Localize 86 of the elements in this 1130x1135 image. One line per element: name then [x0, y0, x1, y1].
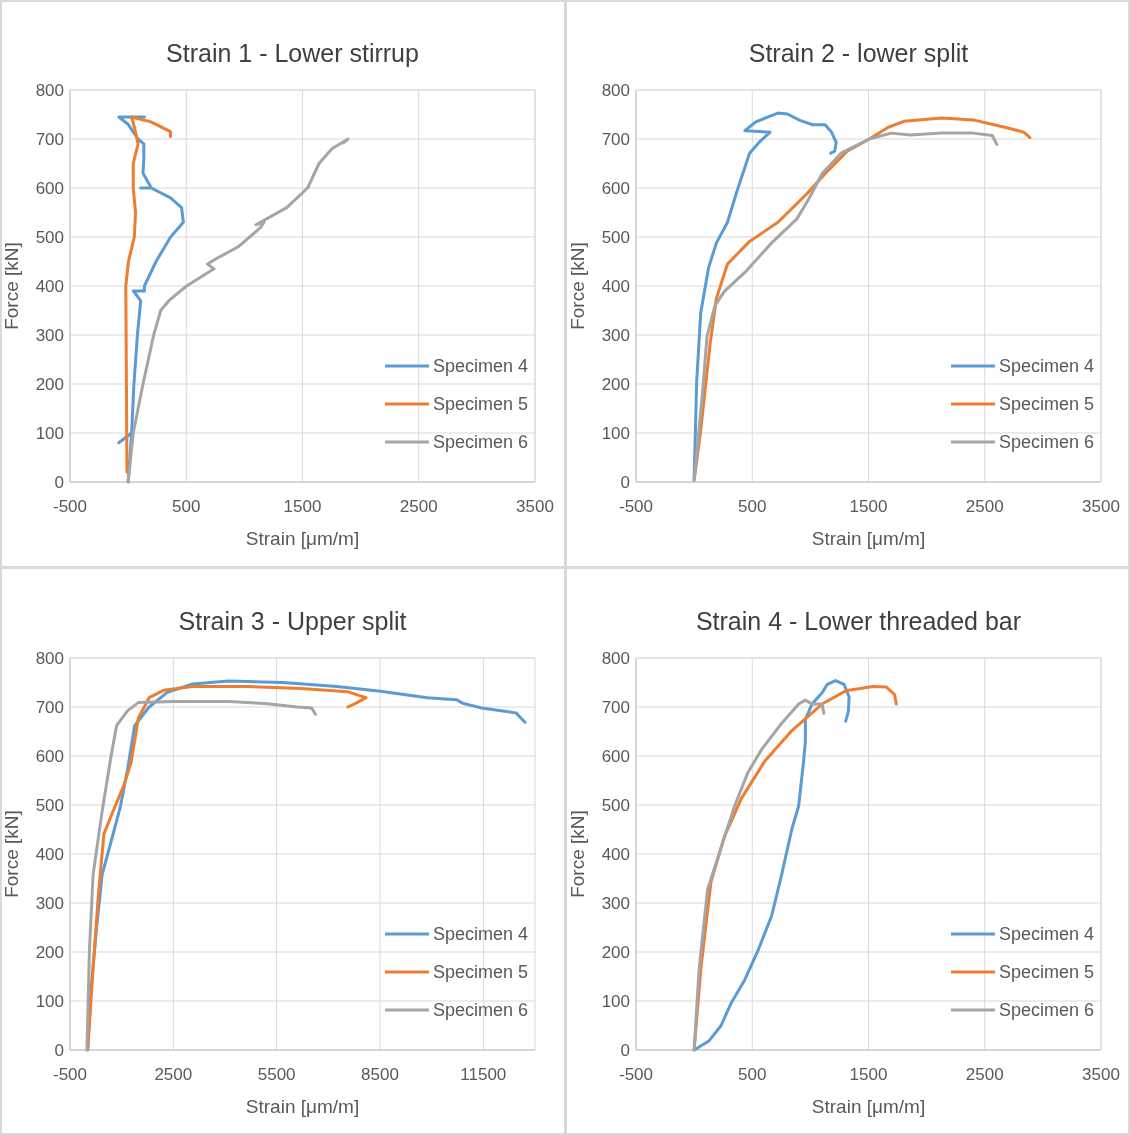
y-tick-label: 200 — [601, 942, 630, 962]
y-tick-label: 800 — [601, 80, 630, 100]
x-axis-title: Strain [μm/m] — [811, 1096, 926, 1117]
y-tick-label: 300 — [601, 325, 630, 345]
line-series — [124, 115, 172, 474]
y-tick-label: 100 — [35, 991, 64, 1011]
chart-title: Strain 1 - Lower stirrup — [166, 39, 419, 67]
line-series — [692, 698, 826, 1052]
y-axis-title: Force [kN] — [567, 810, 588, 898]
legend-label: Specimen 4 — [999, 924, 1095, 945]
x-tick-label: 2500 — [965, 1065, 1004, 1084]
x-tick-label: 8500 — [361, 1065, 399, 1084]
x-tick-label: 2500 — [154, 1065, 193, 1084]
y-tick-label: 600 — [601, 746, 630, 766]
x-tick-label: 3500 — [1082, 497, 1120, 516]
y-tick-label: 0 — [54, 1040, 64, 1060]
legend-label: Specimen 6 — [999, 1000, 1095, 1021]
x-axis-title: Strain [μm/m] — [245, 1096, 360, 1117]
y-tick-label: 400 — [601, 844, 630, 864]
chart-title: Strain 4 - Lower threaded bar — [695, 607, 1022, 635]
x-axis-title: Strain [μm/m] — [811, 528, 926, 549]
y-tick-label: 100 — [601, 423, 630, 443]
x-tick-label: 11500 — [460, 1065, 507, 1084]
y-tick-label: 600 — [601, 178, 630, 198]
y-tick-label: 400 — [35, 844, 64, 864]
y-tick-label: 400 — [601, 276, 630, 296]
legend-label: Specimen 6 — [433, 1000, 529, 1021]
line-series — [126, 137, 350, 484]
y-tick-label: 800 — [601, 648, 630, 668]
legend-label: Specimen 6 — [999, 432, 1095, 453]
x-axis-title: Strain [μm/m] — [245, 528, 360, 549]
x-tick-label: -500 — [52, 1065, 88, 1084]
legend-label: Specimen 4 — [999, 356, 1095, 377]
x-tick-label: 500 — [738, 1065, 767, 1084]
legend-label: Specimen 5 — [433, 962, 529, 983]
line-series — [692, 679, 851, 1052]
y-tick-label: 200 — [35, 942, 64, 962]
y-tick-label: 700 — [35, 129, 64, 149]
x-tick-label: 2500 — [399, 497, 438, 516]
y-tick-label: 700 — [35, 697, 64, 717]
y-tick-label: 500 — [35, 227, 64, 247]
x-tick-label: -500 — [618, 497, 654, 516]
x-tick-label: 500 — [172, 497, 201, 516]
y-axis-title: Force [kN] — [1, 242, 22, 330]
x-tick-label: 5500 — [257, 1065, 296, 1084]
y-tick-label: 200 — [601, 374, 630, 394]
x-tick-label: -500 — [618, 1065, 654, 1084]
y-tick-label: 400 — [35, 276, 64, 296]
x-tick-label: 3500 — [516, 497, 554, 516]
y-tick-label: 600 — [35, 178, 64, 198]
y-tick-label: 100 — [35, 423, 64, 443]
legend-label: Specimen 6 — [433, 432, 529, 453]
y-tick-label: 500 — [35, 795, 64, 815]
y-axis-title: Force [kN] — [567, 242, 588, 330]
y-axis-title: Force [kN] — [1, 810, 22, 898]
x-tick-label: 3500 — [1082, 1065, 1120, 1084]
y-tick-label: 800 — [35, 80, 64, 100]
y-tick-label: 500 — [601, 227, 630, 247]
legend-label: Specimen 5 — [999, 962, 1095, 983]
x-tick-label: 2500 — [965, 497, 1004, 516]
y-tick-label: 700 — [601, 129, 630, 149]
y-tick-label: 100 — [601, 991, 630, 1011]
line-series — [85, 700, 317, 1052]
y-tick-label: 600 — [35, 746, 64, 766]
x-tick-label: -500 — [52, 497, 88, 516]
y-tick-label: 300 — [601, 893, 630, 913]
legend-label: Specimen 5 — [999, 394, 1095, 415]
x-tick-label: 1500 — [283, 497, 322, 516]
y-tick-label: 300 — [35, 325, 64, 345]
legend-label: Specimen 4 — [433, 924, 529, 945]
y-tick-label: 800 — [35, 648, 64, 668]
y-tick-label: 0 — [54, 472, 64, 492]
legend-label: Specimen 5 — [433, 394, 529, 415]
legend-label: Specimen 4 — [433, 356, 529, 377]
y-tick-label: 200 — [35, 374, 64, 394]
y-tick-label: 500 — [601, 795, 630, 815]
y-tick-label: 300 — [35, 893, 64, 913]
chart-title: Strain 2 - lower split — [748, 39, 969, 67]
y-tick-label: 0 — [620, 472, 630, 492]
x-tick-label: 1500 — [849, 1065, 888, 1084]
line-series — [86, 684, 368, 1052]
x-tick-label: 1500 — [849, 497, 888, 516]
x-tick-label: 500 — [738, 497, 767, 516]
y-tick-label: 700 — [601, 697, 630, 717]
y-tick-label: 0 — [620, 1040, 630, 1060]
chart-title: Strain 3 - Upper split — [178, 607, 407, 635]
